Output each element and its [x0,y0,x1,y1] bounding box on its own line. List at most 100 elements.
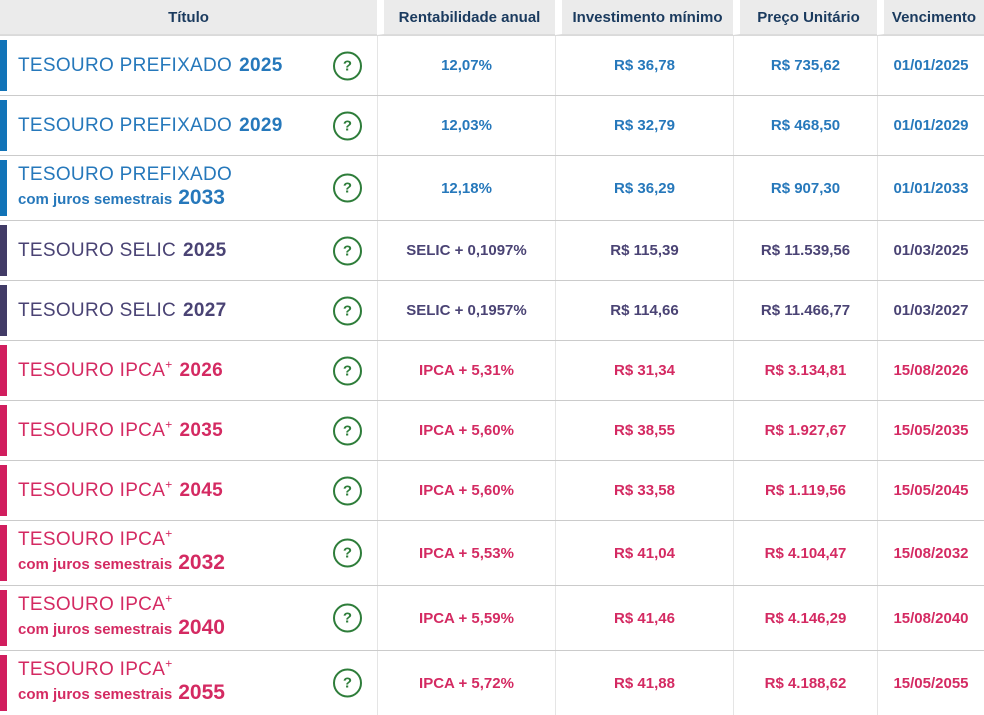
bond-subtitle: com juros semestrais [18,191,173,208]
min-investment-cell: R$ 41,46 [555,586,733,650]
help-icon[interactable]: ? [333,51,362,80]
title-cell: TESOURO IPCA+ 2045 ? [0,461,377,520]
bond-color-bar [0,160,7,216]
title-cell: TESOURO IPCA+ 2026 ? [0,341,377,400]
unit-price-cell: R$ 907,30 [733,156,877,220]
help-icon[interactable]: ? [333,236,362,265]
bond-year: 2025 [183,239,227,261]
help-icon[interactable]: ? [333,356,362,385]
bond-year: 2033 [178,186,225,209]
plus-sup: + [165,656,173,671]
table-row: TESOURO IPCA+ com juros semestrais 2040 ?… [0,585,984,650]
min-investment-cell: R$ 36,78 [555,36,733,95]
help-icon[interactable]: ? [333,111,362,140]
header-titulo: Título [0,0,377,35]
bond-title: TESOURO PREFIXADO 2025 [18,55,283,77]
maturity-cell: 15/05/2055 [877,651,984,715]
bond-color-bar [0,40,7,91]
annual-rate-cell: 12,07% [377,36,555,95]
title-cell: TESOURO IPCA+ com juros semestrais 2055 ? [0,651,377,715]
help-icon[interactable]: ? [333,538,362,568]
bond-title: TESOURO IPCA+ 2026 [18,358,223,382]
annual-rate-cell: IPCA + 5,60% [377,401,555,460]
bond-color-bar [0,655,7,711]
header-vencimento: Vencimento [877,0,984,35]
help-icon[interactable]: ? [333,476,362,505]
unit-price-cell: R$ 4.104,47 [733,521,877,585]
title-cell: TESOURO PREFIXADO com juros semestrais 20… [0,156,377,220]
bond-name: TESOURO PREFIXADO [18,54,233,76]
bond-year: 2026 [179,359,223,381]
unit-price-cell: R$ 4.146,29 [733,586,877,650]
plus-sup: + [165,477,173,492]
title-cell: TESOURO IPCA+ com juros semestrais 2040 ? [0,586,377,650]
table-row: TESOURO IPCA+ 2035 ? IPCA + 5,60% R$ 38,5… [0,400,984,460]
bond-subtitle: com juros semestrais [18,556,173,573]
header-investimento-minimo: Investimento mínimo [555,0,733,35]
bond-name: TESOURO IPCA [18,419,166,441]
unit-price-cell: R$ 11.466,77 [733,281,877,340]
bond-title: TESOURO IPCA+ 2035 [18,417,223,442]
min-investment-cell: R$ 33,58 [555,461,733,520]
maturity-cell: 01/03/2027 [877,281,984,340]
bond-name: TESOURO SELIC [18,299,177,321]
title-cell: TESOURO IPCA+ 2035 ? [0,401,377,460]
annual-rate-cell: IPCA + 5,59% [377,586,555,650]
bond-title: TESOURO IPCA+ com juros semestrais 2040 [18,591,225,642]
unit-price-cell: R$ 468,50 [733,96,877,155]
maturity-cell: 15/05/2045 [877,461,984,520]
bond-title: TESOURO PREFIXADO 2029 [18,115,283,137]
maturity-cell: 01/01/2033 [877,156,984,220]
annual-rate-cell: SELIC + 0,1957% [377,281,555,340]
bond-year: 2025 [239,54,283,76]
help-icon[interactable]: ? [333,173,362,203]
min-investment-cell: R$ 41,04 [555,521,733,585]
help-icon[interactable]: ? [333,668,362,698]
bond-table-body: TESOURO PREFIXADO 2025 ? 12,07% R$ 36,78 … [0,35,984,715]
bond-year: 2045 [179,479,223,501]
maturity-cell: 15/08/2032 [877,521,984,585]
maturity-cell: 15/08/2026 [877,341,984,400]
bond-title: TESOURO SELIC 2027 [18,300,227,322]
bond-title: TESOURO IPCA+ com juros semestrais 2055 [18,656,225,707]
maturity-cell: 01/01/2029 [877,96,984,155]
bond-name: TESOURO PREFIXADO [18,164,233,185]
bond-title: TESOURO IPCA+ com juros semestrais 2032 [18,528,225,577]
title-cell: TESOURO PREFIXADO 2025 ? [0,36,377,95]
annual-rate-cell: 12,18% [377,156,555,220]
unit-price-cell: R$ 4.188,62 [733,651,877,715]
bond-year: 2035 [179,419,223,441]
annual-rate-cell: IPCA + 5,31% [377,341,555,400]
table-row: TESOURO SELIC 2025 ? SELIC + 0,1097% R$ 1… [0,220,984,280]
table-row: TESOURO IPCA+ 2045 ? IPCA + 5,60% R$ 33,5… [0,460,984,520]
table-row: TESOURO PREFIXADO 2029 ? 12,03% R$ 32,79 … [0,95,984,155]
annual-rate-cell: 12,03% [377,96,555,155]
help-icon[interactable]: ? [333,603,362,633]
plus-sup: + [165,591,173,606]
header-preco-unitario: Preço Unitário [733,0,877,35]
table-row: TESOURO IPCA+ 2026 ? IPCA + 5,31% R$ 31,3… [0,340,984,400]
table-row: TESOURO PREFIXADO 2025 ? 12,07% R$ 36,78 … [0,35,984,95]
annual-rate-cell: IPCA + 5,53% [377,521,555,585]
bond-color-bar [0,285,7,336]
min-investment-cell: R$ 41,88 [555,651,733,715]
bond-color-bar [0,525,7,581]
bond-color-bar [0,590,7,646]
help-icon[interactable]: ? [333,416,362,445]
plus-sup: + [165,417,173,432]
help-icon[interactable]: ? [333,296,362,325]
table-row: TESOURO IPCA+ com juros semestrais 2032 ?… [0,520,984,585]
min-investment-cell: R$ 36,29 [555,156,733,220]
table-row: TESOURO IPCA+ com juros semestrais 2055 ?… [0,650,984,715]
bond-name: TESOURO SELIC [18,239,177,261]
min-investment-cell: R$ 114,66 [555,281,733,340]
title-cell: TESOURO IPCA+ com juros semestrais 2032 ? [0,521,377,585]
bond-name: TESOURO IPCA [18,659,166,680]
bond-name: TESOURO PREFIXADO [18,114,233,136]
unit-price-cell: R$ 1.119,56 [733,461,877,520]
unit-price-cell: R$ 3.134,81 [733,341,877,400]
maturity-cell: 01/03/2025 [877,221,984,280]
bond-title: TESOURO SELIC 2025 [18,240,227,262]
annual-rate-cell: SELIC + 0,1097% [377,221,555,280]
